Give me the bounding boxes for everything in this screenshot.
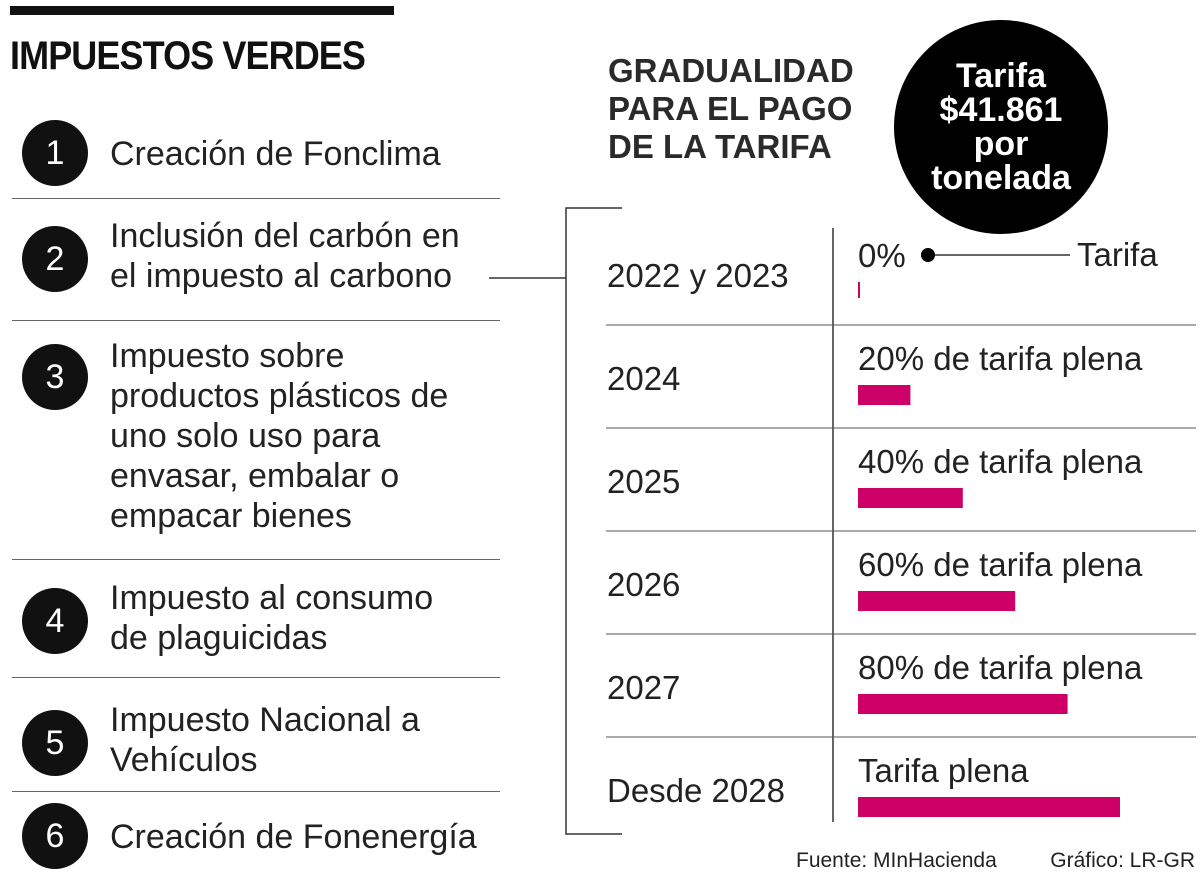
value-label: 0%	[858, 237, 906, 274]
divider	[12, 198, 500, 199]
bar	[858, 488, 963, 508]
item-text-2: Inclusión del carbón en el impuesto al c…	[110, 216, 502, 296]
item-line: productos plásticos de	[110, 377, 449, 415]
item-text-3: Impuesto sobre productos plásticos de un…	[110, 336, 502, 536]
number-badge-6: 6	[22, 803, 88, 869]
item-text-1: Creación de Fonclima	[110, 134, 502, 174]
divider	[12, 791, 500, 792]
value-label: 60% de tarifa plena	[858, 546, 1143, 583]
value-label: 80% de tarifa plena	[858, 649, 1143, 686]
bar	[858, 282, 860, 298]
year-label: 2026	[607, 566, 680, 603]
badge-line: $41.861	[939, 91, 1063, 129]
item-line: Impuesto Nacional a	[110, 701, 420, 739]
year-label: 2022 y 2023	[607, 257, 789, 294]
item-line: envasar, embalar o	[110, 457, 400, 495]
item-line: Creación de Fonenergía	[110, 818, 477, 856]
item-line: Inclusión del carbón en	[110, 217, 460, 255]
number-badge-3: 3	[22, 344, 88, 410]
value-label: Tarifa plena	[858, 752, 1029, 789]
source-note: Fuente: MInHacienda	[796, 849, 997, 872]
item-line: de plaguicidas	[110, 619, 328, 657]
item-line: uno solo uso para	[110, 417, 381, 455]
divider	[12, 320, 500, 321]
year-label: Desde 2028	[607, 772, 785, 809]
bracket	[565, 207, 622, 835]
bar	[858, 694, 1068, 714]
bar	[858, 591, 1016, 611]
badge-line: por	[973, 125, 1029, 163]
main-title: IMPUESTOS VERDES	[10, 34, 366, 78]
value-label: 20% de tarifa plena	[858, 340, 1143, 377]
number-badge-2: 2	[22, 226, 88, 292]
badge-line: tonelada	[931, 159, 1071, 197]
item-text-6: Creación de Fonenergía	[110, 817, 502, 857]
item-line: Impuesto sobre	[110, 337, 345, 375]
badge-line: Tarifa	[955, 57, 1047, 95]
number-badge-1: 1	[22, 120, 88, 186]
chart-title: GRADUALIDAD PARA EL PAGO DE LA TARIFA	[608, 52, 854, 165]
divider	[12, 559, 500, 560]
item-line: Vehículos	[110, 741, 258, 779]
year-label: 2024	[607, 360, 680, 397]
item-line: empacar bienes	[110, 497, 352, 535]
annotation-dot	[921, 248, 935, 262]
credit-note: Gráfico: LR-GR	[1050, 849, 1195, 872]
bar	[858, 797, 1120, 817]
divider	[12, 677, 500, 678]
year-label: 2027	[607, 669, 680, 706]
year-label: 2025	[607, 463, 680, 500]
title-rule	[10, 6, 394, 15]
item-text-5: Impuesto Nacional a Vehículos	[110, 700, 502, 780]
bar	[858, 385, 911, 405]
item-line: el impuesto al carbono	[110, 257, 453, 295]
annotation-label: Tarifa	[1077, 236, 1158, 273]
item-text-4: Impuesto al consumo de plaguicidas	[110, 578, 502, 658]
item-line: Creación de Fonclima	[110, 135, 441, 173]
number-badge-4: 4	[22, 588, 88, 654]
item-line: Impuesto al consumo	[110, 579, 434, 617]
value-label: 40% de tarifa plena	[858, 443, 1143, 480]
rate-badge: Tarifa $41.861 por tonelada	[894, 20, 1108, 234]
number-badge-5: 5	[22, 710, 88, 776]
